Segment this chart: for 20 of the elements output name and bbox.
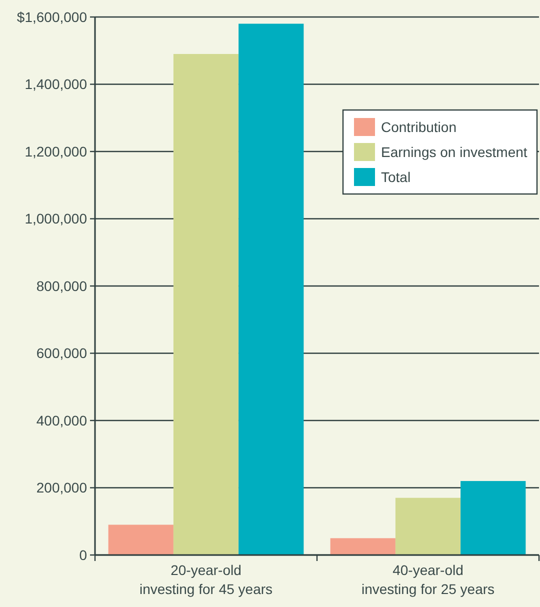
bar — [460, 481, 526, 555]
y-tick-label: $1,600,000 — [16, 8, 88, 25]
y-tick-label: 200,000 — [36, 480, 88, 496]
y-tick-label: 1,400,000 — [24, 76, 88, 92]
y-tick-label: 1,000,000 — [24, 210, 88, 227]
bar — [330, 538, 396, 555]
legend-label: Contribution — [381, 118, 456, 135]
y-tick-label: 800,000 — [36, 278, 88, 294]
y-tick-label: 600,000 — [36, 345, 88, 362]
y-tick-label: 1,200,000 — [24, 143, 88, 160]
legend-label: Earnings on investment — [381, 144, 528, 160]
y-tick-label: 400,000 — [36, 412, 88, 428]
y-tick-label: 0 — [79, 546, 88, 563]
bar — [238, 24, 304, 555]
bar — [173, 54, 239, 555]
bar — [108, 524, 174, 555]
bar — [395, 498, 461, 555]
x-tick-label: 20-year-old investing for 45 years — [139, 562, 273, 597]
legend-label: Total — [381, 168, 411, 185]
x-tick-label: 40-year-old investing for 25 years — [361, 562, 495, 597]
